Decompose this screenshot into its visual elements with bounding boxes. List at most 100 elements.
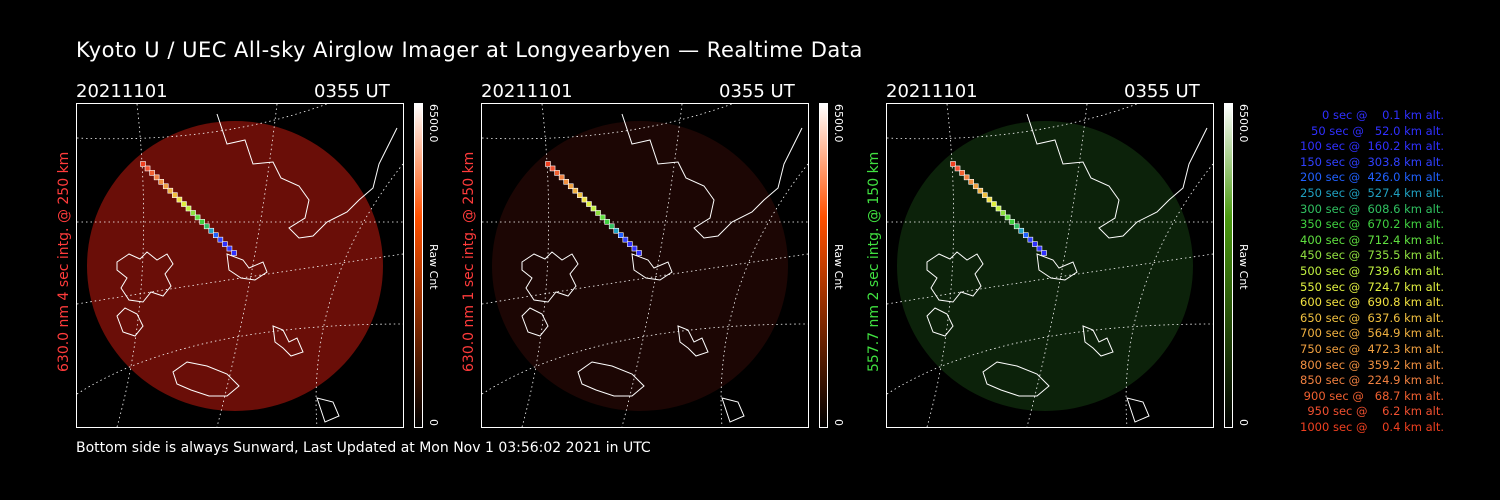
trajectory-marker	[226, 245, 233, 252]
trajectory-marker	[176, 196, 183, 203]
legend-row: 450 sec @ 735.5 km alt.	[1296, 248, 1444, 263]
trajectory-marker	[167, 187, 174, 194]
trajectory-marker	[1013, 223, 1020, 230]
panel-3-cbar-max: 6500.0	[1237, 104, 1250, 143]
trajectory-marker	[1009, 219, 1015, 225]
legend-row: 250 sec @ 527.4 km alt.	[1296, 185, 1444, 200]
trajectory-marker	[1027, 236, 1034, 243]
trajectory-marker	[604, 219, 610, 225]
trajectory-marker	[977, 187, 984, 194]
coastline	[982, 361, 1050, 397]
coastline	[577, 361, 645, 397]
trajectory-marker	[950, 161, 956, 167]
allsky-disk	[897, 121, 1193, 411]
coastline	[1082, 325, 1114, 357]
panel-1-allsky-image	[76, 103, 404, 428]
panel-3-cbar-min: 0	[1237, 419, 1250, 426]
legend-row: 400 sec @ 712.4 km alt.	[1296, 232, 1444, 247]
trajectory-marker	[631, 245, 638, 252]
legend-row: 850 sec @ 224.9 km alt.	[1296, 373, 1444, 388]
coastline	[116, 251, 174, 303]
panel-1-colorbar	[414, 103, 423, 428]
trajectory-marker	[1032, 241, 1038, 247]
trajectory-marker	[972, 183, 979, 190]
panel-3-cbar-unit: Raw Cnt	[1237, 244, 1250, 290]
trajectory-marker	[190, 210, 196, 216]
trajectory-marker	[595, 210, 601, 216]
coastline	[172, 361, 240, 397]
panel-2-cbar-max: 6500.0	[832, 104, 845, 143]
panel-3-side-label: 557.7 nm 2 sec intg. @ 150 km	[866, 151, 882, 372]
legend-row: 800 sec @ 359.2 km alt.	[1296, 357, 1444, 372]
footer-note: Bottom side is always Sunward, Last Upda…	[76, 440, 651, 456]
legend-row: 700 sec @ 564.9 km alt.	[1296, 326, 1444, 341]
trajectory-marker	[622, 236, 629, 243]
trajectory-marker	[199, 219, 205, 225]
panel-2-colorbar	[819, 103, 828, 428]
trajectory-marker	[203, 223, 210, 230]
trajectory-marker	[618, 232, 624, 238]
panel-3-colorbar	[1224, 103, 1233, 428]
legend-row: 900 sec @ 68.7 km alt.	[1300, 388, 1444, 403]
grid-line	[315, 163, 403, 427]
trajectory-marker	[1004, 214, 1011, 221]
coastline	[1026, 113, 1208, 239]
trajectory-marker	[545, 161, 551, 167]
legend-row: 1000 sec @ 0.4 km alt.	[1300, 419, 1444, 434]
trajectory-marker	[572, 187, 579, 194]
coastline	[521, 251, 579, 303]
trajectory-marker	[608, 223, 615, 230]
trajectory-marker	[558, 174, 565, 181]
legend-row: 0 sec @ 0.1 km alt.	[1311, 108, 1444, 122]
panel-3-date: 20211101	[886, 81, 978, 102]
trajectory-marker	[194, 214, 201, 221]
coastline	[216, 113, 398, 239]
coastline	[116, 307, 144, 337]
panel-1-cbar-unit: Raw Cnt	[427, 244, 440, 290]
trajectory-marker	[554, 170, 560, 176]
coastline	[521, 307, 549, 337]
coastline	[631, 253, 673, 281]
trajectory-marker	[217, 236, 224, 243]
legend-row: 350 sec @ 670.2 km alt.	[1296, 217, 1444, 232]
coastline	[677, 325, 709, 357]
panel-2-allsky-image	[481, 103, 809, 428]
grid-line	[621, 104, 683, 427]
legend-row: 650 sec @ 637.6 km alt.	[1296, 310, 1444, 325]
trajectory-marker	[231, 250, 237, 256]
panel-3-allsky-image	[886, 103, 1214, 428]
coastline	[721, 397, 745, 423]
legend-row: 50 sec @ 52.0 km alt.	[1303, 123, 1444, 138]
panel-1-side-label: 630.0 nm 4 sec intg. @ 250 km	[56, 151, 72, 372]
trajectory-marker	[185, 205, 192, 212]
trajectory-marker	[208, 227, 215, 234]
trajectory-marker	[567, 183, 574, 190]
trajectory-marker	[153, 174, 160, 181]
coastline	[1126, 397, 1150, 423]
allsky-svg	[887, 104, 1213, 427]
panel-1-cbar-min: 0	[427, 419, 440, 426]
trajectory-marker	[222, 241, 228, 247]
trajectory-marker	[636, 250, 642, 256]
trajectory-marker	[140, 161, 146, 167]
trajectory-marker	[613, 227, 620, 234]
panel-1-time: 0355 UT	[314, 81, 390, 102]
allsky-disk	[492, 121, 788, 411]
allsky-disk	[87, 121, 383, 411]
panel-2-side-label: 630.0 nm 1 sec intg. @ 250 km	[461, 151, 477, 372]
trajectory-marker	[162, 183, 169, 190]
grid-line	[720, 163, 808, 427]
trajectory-marker	[577, 192, 583, 198]
trajectory-marker	[144, 165, 151, 172]
trajectory-marker	[995, 205, 1002, 212]
trajectory-marker	[1036, 245, 1043, 252]
legend-row: 150 sec @ 303.8 km alt.	[1296, 154, 1444, 169]
panel-1-date: 20211101	[76, 81, 168, 102]
trajectory-marker	[968, 179, 974, 185]
trajectory-marker	[158, 179, 164, 185]
trajectory-marker	[963, 174, 970, 181]
trajectory-marker	[959, 170, 965, 176]
trajectory-marker	[986, 196, 993, 203]
grid-line	[1026, 104, 1088, 427]
trajectory-legend: 0 sec @ 0.1 km alt. 50 sec @ 52.0 km alt…	[1266, 108, 1444, 435]
